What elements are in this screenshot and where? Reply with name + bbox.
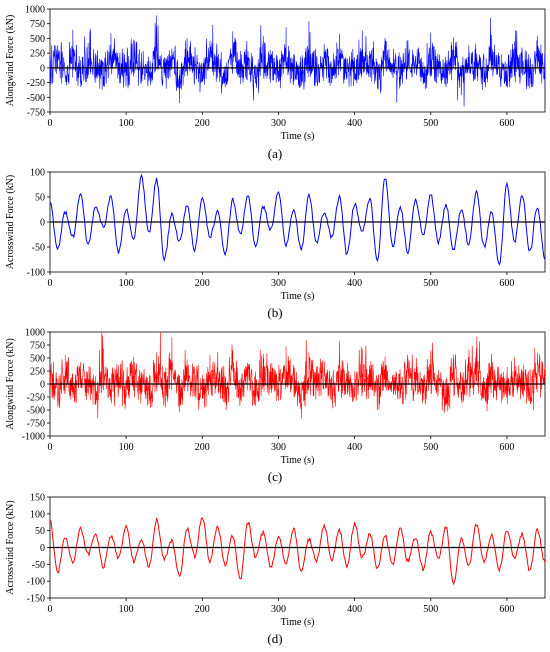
panel-2-xtick-label: 600 (499, 278, 514, 289)
panel-2-xtick-label: 300 (271, 278, 286, 289)
panel-1-ytick-label: 250 (30, 49, 45, 60)
panel-3-series-line (50, 332, 545, 419)
panel-2-series-line (50, 173, 545, 266)
panel-1-ytick-label: 500 (30, 34, 45, 45)
panel-4-ytick-label: -100 (27, 577, 45, 588)
panel-2-ytick-label: 0 (40, 218, 45, 229)
panel-4-ytick-label: -50 (32, 560, 45, 571)
panel-2-xlabel: Time (s) (281, 291, 315, 302)
panel-3-xtick-label: 300 (271, 442, 286, 453)
panel-1-label: (a) (268, 146, 282, 161)
panel-4-ytick-label: 50 (35, 526, 45, 537)
panel-2-ytick-label: 50 (35, 193, 45, 204)
panel-4-xlabel: Time (s) (281, 617, 315, 628)
panel-1-xtick-label: 300 (271, 118, 286, 129)
panel-3-ytick-label: 1000 (25, 328, 45, 339)
panel-4-xtick-label: 600 (499, 604, 514, 615)
panel-2-xtick-label: 400 (347, 278, 362, 289)
panel-3-ylabel: Alongwind Force (kN) (5, 338, 16, 430)
panel-2-xtick-label: 100 (119, 278, 134, 289)
panel-1-ytick-label: 750 (30, 19, 45, 30)
panel-4-ytick-label: 150 (30, 493, 45, 504)
panel-4-ylabel: Acrosswind Force (kN) (5, 500, 16, 594)
panel-1-ytick-label: -500 (27, 93, 45, 104)
panel-3-ytick-label: -500 (27, 406, 45, 417)
panel-2-xtick-label: 500 (423, 278, 438, 289)
panel-1-ylabel: Alongwind Force (kN) (5, 15, 16, 107)
panel-3-xtick-label: 200 (195, 442, 210, 453)
panel-3-xtick-label: 500 (423, 442, 438, 453)
panel-4-xtick-label: 100 (119, 604, 134, 615)
panel-3-xtick-label: 400 (347, 442, 362, 453)
panel-3-ytick-label: 750 (30, 341, 45, 352)
panel-4-xtick-label: 400 (347, 604, 362, 615)
panel-3-ytick-label: 500 (30, 354, 45, 365)
panel-4-ytick-label: 0 (40, 543, 45, 554)
panel-3-xlabel: Time (s) (281, 455, 315, 466)
panel-1-xtick-label: 200 (195, 118, 210, 129)
panel-1-xtick-label: 500 (423, 118, 438, 129)
panel-2-ytick-label: 100 (30, 168, 45, 179)
panel-4-xtick-label: 500 (423, 604, 438, 615)
panel-1-ytick-label: 0 (40, 63, 45, 74)
panel-1-xtick-label: 0 (48, 118, 53, 129)
panel-2-xtick-label: 0 (48, 278, 53, 289)
panel-2-label: (b) (267, 305, 282, 320)
panel-4-series-line (50, 516, 545, 586)
panel-3-ytick-label: -750 (27, 419, 45, 430)
panel-1-xtick-label: 400 (347, 118, 362, 129)
panel-3-ytick-label: 250 (30, 367, 45, 378)
panel-2-ytick-label: -100 (27, 268, 45, 279)
panel-2-xtick-label: 200 (195, 278, 210, 289)
panel-1-xtick-label: 600 (499, 118, 514, 129)
panel-1-ytick-label: -250 (27, 78, 45, 89)
panel-3-xtick-label: 600 (499, 442, 514, 453)
panel-1-xtick-label: 100 (119, 118, 134, 129)
panel-3-xtick-label: 0 (48, 442, 53, 453)
panel-1-xlabel: Time (s) (281, 131, 315, 142)
panel-4-xtick-label: 300 (271, 604, 286, 615)
panel-2-ylabel: Acrosswind Force (kN) (5, 175, 16, 269)
panel-4-label: (d) (267, 631, 282, 646)
panel-1-series-line (50, 15, 545, 107)
panel-4-ytick-label: -150 (27, 594, 45, 605)
panel-2-ytick-label: -50 (32, 243, 45, 254)
panel-4-ytick-label: 100 (30, 509, 45, 520)
panel-3-ytick-label: -250 (27, 393, 45, 404)
panel-3-ytick-label: 0 (40, 380, 45, 391)
panel-1-ytick-label: 1000 (25, 5, 45, 16)
panel-3-xtick-label: 100 (119, 442, 134, 453)
panel-3-label: (c) (268, 469, 282, 484)
panel-4-xtick-label: 200 (195, 604, 210, 615)
panel-4-xtick-label: 0 (48, 604, 53, 615)
panel-3-ytick-label: -1000 (22, 432, 45, 443)
panel-1-ytick-label: -750 (27, 108, 45, 119)
